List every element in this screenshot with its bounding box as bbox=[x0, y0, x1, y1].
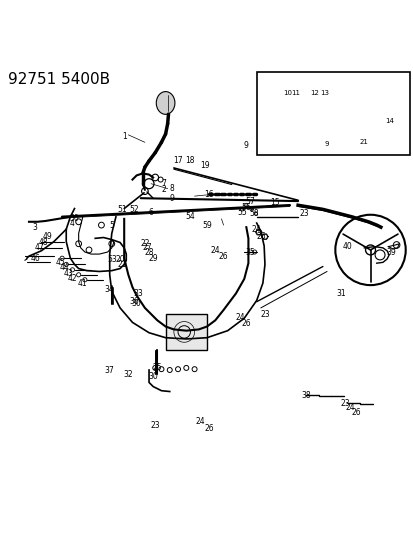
Text: 10: 10 bbox=[297, 102, 306, 111]
Text: 54: 54 bbox=[185, 212, 195, 221]
Text: 39: 39 bbox=[385, 247, 395, 256]
Text: 2: 2 bbox=[161, 185, 166, 195]
Bar bbox=[256, 72, 409, 155]
Text: 31: 31 bbox=[336, 289, 346, 298]
Text: 26: 26 bbox=[255, 232, 265, 241]
Text: 23: 23 bbox=[340, 399, 350, 408]
Text: 51: 51 bbox=[117, 205, 127, 214]
Text: 14: 14 bbox=[389, 114, 399, 123]
Text: 21: 21 bbox=[332, 138, 341, 147]
Text: 28: 28 bbox=[144, 248, 153, 257]
Text: 52: 52 bbox=[129, 205, 139, 214]
Text: 30: 30 bbox=[148, 372, 158, 381]
Text: 50: 50 bbox=[69, 214, 79, 223]
Text: 40: 40 bbox=[342, 242, 352, 251]
Text: 53: 53 bbox=[107, 255, 116, 263]
Text: 13: 13 bbox=[320, 90, 329, 95]
Text: 15: 15 bbox=[270, 198, 280, 207]
Text: 48: 48 bbox=[38, 238, 48, 247]
Text: 18: 18 bbox=[185, 156, 195, 165]
Text: 33: 33 bbox=[133, 289, 143, 298]
Text: 46: 46 bbox=[30, 254, 40, 263]
Text: 35: 35 bbox=[245, 247, 255, 256]
Text: 30: 30 bbox=[131, 299, 141, 308]
Text: 9: 9 bbox=[324, 141, 328, 147]
Text: 8: 8 bbox=[169, 184, 174, 193]
Text: 3: 3 bbox=[33, 223, 38, 232]
Text: 36: 36 bbox=[129, 297, 139, 306]
Text: 21: 21 bbox=[359, 139, 368, 146]
Text: 23: 23 bbox=[150, 422, 160, 430]
Text: 11: 11 bbox=[291, 91, 300, 96]
Text: 43: 43 bbox=[63, 269, 73, 278]
Text: 24: 24 bbox=[210, 246, 220, 255]
Text: 9: 9 bbox=[169, 193, 174, 203]
Text: 29: 29 bbox=[148, 254, 158, 263]
Text: 32: 32 bbox=[123, 370, 133, 378]
Text: 20: 20 bbox=[115, 255, 125, 263]
Text: 27: 27 bbox=[142, 244, 152, 252]
Text: 6: 6 bbox=[148, 208, 153, 217]
Text: 10: 10 bbox=[282, 90, 292, 95]
Text: 26: 26 bbox=[241, 319, 251, 328]
Text: 22: 22 bbox=[140, 239, 149, 248]
Text: 56: 56 bbox=[241, 203, 251, 212]
Text: 13: 13 bbox=[328, 102, 337, 111]
Text: 14: 14 bbox=[384, 118, 393, 124]
Text: 38: 38 bbox=[301, 391, 311, 400]
Text: 12: 12 bbox=[320, 102, 329, 111]
Text: 25: 25 bbox=[152, 364, 162, 373]
Text: 47: 47 bbox=[34, 244, 44, 252]
Bar bbox=[165, 314, 206, 350]
Text: 24: 24 bbox=[251, 225, 261, 234]
Text: 24: 24 bbox=[344, 403, 354, 412]
Text: 57: 57 bbox=[245, 197, 255, 206]
Text: 21: 21 bbox=[117, 260, 126, 269]
Text: 1: 1 bbox=[121, 132, 126, 141]
Text: 23: 23 bbox=[259, 310, 269, 319]
Text: 19: 19 bbox=[199, 161, 209, 171]
Text: 59: 59 bbox=[202, 221, 211, 230]
Text: 92751 5400B: 92751 5400B bbox=[8, 72, 110, 87]
Text: 4: 4 bbox=[70, 219, 75, 228]
Text: 45: 45 bbox=[55, 258, 65, 267]
Text: 26: 26 bbox=[218, 253, 228, 262]
Text: 55: 55 bbox=[237, 208, 247, 217]
Text: 24: 24 bbox=[235, 312, 244, 321]
Text: 26: 26 bbox=[204, 424, 214, 433]
Text: 23: 23 bbox=[299, 209, 309, 218]
Text: 42: 42 bbox=[67, 274, 77, 284]
Text: 24: 24 bbox=[195, 417, 205, 426]
Text: 9: 9 bbox=[243, 141, 248, 150]
Text: 16: 16 bbox=[204, 190, 214, 199]
Text: 17: 17 bbox=[173, 156, 183, 165]
Text: 11: 11 bbox=[303, 106, 312, 115]
Text: 34: 34 bbox=[104, 285, 114, 294]
Text: 58: 58 bbox=[249, 209, 259, 219]
Text: 49: 49 bbox=[43, 232, 52, 241]
Text: 44: 44 bbox=[59, 263, 69, 272]
Text: 41: 41 bbox=[78, 279, 88, 288]
Text: 37: 37 bbox=[104, 366, 114, 375]
Text: 5: 5 bbox=[109, 221, 114, 230]
Ellipse shape bbox=[156, 92, 175, 115]
Text: 26: 26 bbox=[350, 408, 360, 417]
Text: 12: 12 bbox=[309, 90, 318, 95]
Text: 7: 7 bbox=[161, 179, 166, 188]
